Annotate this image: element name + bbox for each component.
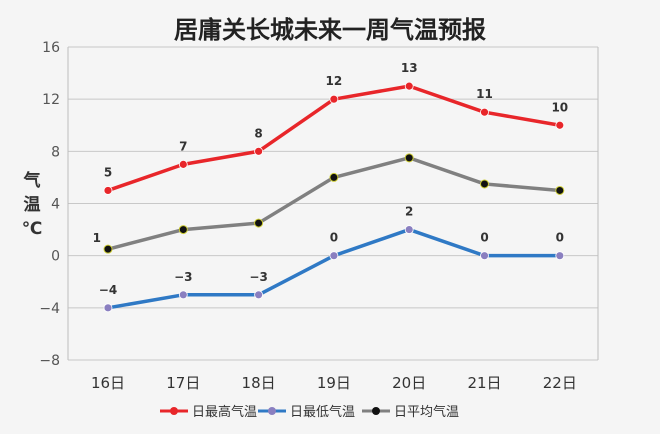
data-point [254,218,264,228]
x-tick-label: 20日 [392,374,426,392]
data-point [103,244,113,254]
data-point [103,186,113,195]
y-axis-title-char: ℃ [22,219,43,239]
legend-label: 日最高气温 [192,404,257,420]
data-point [480,107,489,117]
data-point [254,290,264,300]
x-tick-label: 17日 [166,374,200,392]
data-point [329,251,339,261]
data-label: 0 [556,231,564,245]
data-label: 8 [254,126,262,140]
y-tick-label: −4 [39,301,60,317]
data-label: −4 [99,283,117,297]
data-point [404,81,414,91]
legend-swatch-marker [170,407,178,415]
data-point [555,120,565,130]
data-point [254,146,264,156]
y-axis-title-char: 气 [23,170,41,191]
legend-label: 日平均气温 [394,404,459,420]
x-tick-label: 16日 [91,374,125,392]
x-tick-label: 22日 [543,374,577,392]
x-tick-label: 18日 [242,374,276,392]
x-axis-ticks: 16日 17日 18日 19日 20日 21日 22日 [91,374,577,392]
data-label: 5 [104,165,112,179]
data-label: 12 [326,74,343,88]
data-label: 11 [476,87,493,101]
data-point [329,94,339,104]
legend: 日最高气温 日最低气温 日平均气温 [160,404,459,420]
data-label: −3 [249,270,267,284]
series-lines: 5 7 8 12 13 11 10 −4 −3 −3 0 2 0 0 1 [93,61,568,313]
data-label: 10 [551,100,568,114]
data-point [404,225,414,234]
data-point [555,251,565,261]
y-tick-label: 16 [42,40,60,56]
data-point [178,290,188,300]
legend-label: 日最低气温 [290,404,355,420]
y-tick-label: 12 [42,92,60,108]
data-label: 2 [405,205,413,219]
y-axis-ticks: 16 12 8 4 0 −4 −8 [39,40,60,369]
y-axis-title-char: 温 [24,195,41,215]
legend-swatch-marker [268,407,276,415]
x-tick-label: 19日 [317,374,351,392]
data-point [329,172,339,182]
data-label: 0 [330,231,338,245]
data-label: 0 [480,231,488,245]
legend-swatch-marker [372,407,380,415]
data-point [404,153,414,163]
data-point [178,159,188,169]
data-point [480,251,489,261]
y-tick-label: 0 [51,249,60,265]
x-tick-label: 21日 [467,374,501,392]
data-label: −3 [174,270,192,284]
chart-title: 居庸关长城未来一周气温预报 [174,15,486,44]
y-tick-label: 8 [51,144,60,160]
data-point [480,179,489,189]
data-label: 1 [93,231,101,245]
data-point [103,303,113,313]
grid-lines [67,46,599,361]
data-label: 7 [179,139,187,153]
data-point [555,185,565,195]
y-tick-label: −8 [39,353,60,369]
y-tick-label: 4 [51,197,60,213]
data-label: 13 [401,61,418,75]
y-axis-title: 气温 ℃ [22,170,43,239]
data-point [178,225,188,235]
